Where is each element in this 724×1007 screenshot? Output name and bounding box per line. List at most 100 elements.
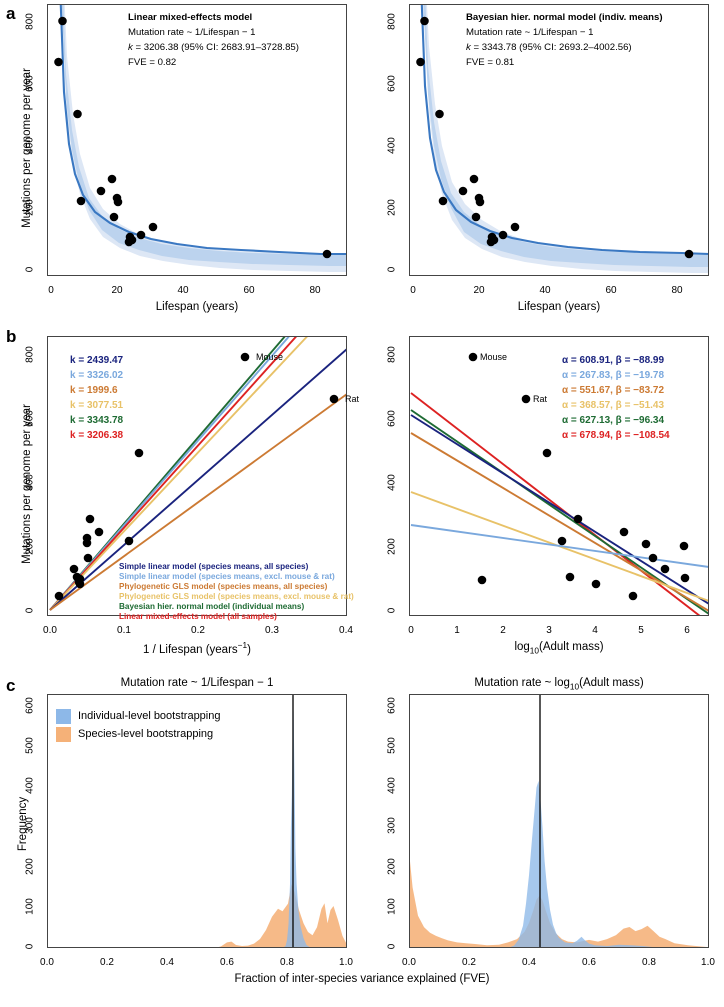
b-left-xtick-04: 0.4 [339,625,353,636]
fit-curve [420,4,709,256]
a-right-k-rest: = 3343.78 (95% CI: 2693.2–4002.56) [470,42,632,53]
b-right-ab-4: α = 627.13, β = −96.34 [562,415,665,426]
a-right-k-italic: k [466,42,471,53]
panel-a-left-plot [47,4,347,276]
a-left-xtick-40: 40 [177,285,189,296]
c-right-title-pre: Mutation rate ~ log [474,677,570,689]
line-red [49,336,298,611]
b-right-ab-0: α = 608.91, β = −88.99 [562,355,665,366]
b-left-k-1: k = 3326.02 [70,370,124,381]
b-left-point-label-mouse: Mouse [256,352,284,362]
c-left-xtick-04: 0.4 [160,957,174,968]
a-right-ytick-200: 200 [386,199,398,216]
c-legend-label-species: Species-level bootstrapping [78,728,214,740]
panel-a-right-plot [409,4,709,276]
panel-label-b: b [6,327,17,346]
b-left-k-3: k = 3077.51 [70,400,124,411]
b-right-xlabel-post: (Adult mass) [539,641,604,653]
c-left-ytick-400: 400 [24,777,36,794]
hist-species-level [409,851,709,948]
b-right-xtick-2: 2 [500,625,506,636]
line-green [410,409,709,615]
plot-frame [47,694,347,948]
b-left-xlabel-pre: 1 / Lifespan (years [143,643,238,656]
b-left-xtick-00: 0.0 [43,625,57,636]
b-right-ytick-400: 400 [386,474,398,491]
line-lightblue [410,524,709,568]
c-right-title-post: (Adult mass) [579,677,644,689]
b-left-legend-3: Phylogenetic GLS model (species means, e… [119,592,354,601]
b-right-ab-1: α = 267.83, β = −19.78 [562,370,665,381]
c-right-ytick-400: 400 [386,777,398,794]
b-left-legend-2: Phylogenetic GLS model (species means, a… [119,582,328,591]
c-legend-swatch-individual [56,709,71,724]
c-left-ytick-200: 200 [24,858,36,875]
b-right-xtick-1: 1 [454,625,460,636]
a-left-ytick-400: 400 [24,137,36,154]
c-right-ytick-500: 500 [386,737,398,754]
c-left-xtick-02: 0.2 [100,957,114,968]
b-right-ytick-200: 200 [386,538,398,555]
a-left-xtick-20: 20 [111,285,123,296]
b-right-xtick-3: 3 [546,625,552,636]
panel-b-left-svg [47,336,347,616]
c-left-ytick-300: 300 [24,817,36,834]
a-right-xtick-60: 60 [605,285,617,296]
b-left-ytick-0: 0 [24,607,36,614]
b-left-legend-5: Linear mixed-effects model (all samples) [119,612,277,621]
c-left-ytick-0: 0 [24,943,36,950]
c-right-title: Mutation rate ~ log10(Adult mass) [409,677,709,691]
b-left-xlabel: 1 / Lifespan (years−1) [47,641,347,656]
c-left-ytick-100: 100 [24,898,36,915]
panel-c-right-svg [409,694,709,948]
panel-b-right-svg [409,336,709,616]
a-left-model-title: Linear mixed-effects model [128,12,253,23]
c-right-ytick-300: 300 [386,817,398,834]
hist-individual-level [508,780,667,948]
b-left-ytick-200: 200 [24,538,36,555]
b-right-ytick-0: 0 [386,607,398,614]
plot-frame [409,336,709,616]
fit-curve [59,4,347,256]
c-right-ytick-0: 0 [386,943,398,950]
b-right-ab-3: α = 368.57, β = −51.43 [562,400,665,411]
a-left-formula: Mutation rate ~ 1/Lifespan − 1 [128,27,256,38]
line-navy [410,414,709,605]
hist-individual-level [282,702,311,948]
a-left-xtick-80: 80 [309,285,321,296]
c-right-xtick-06: 0.6 [582,957,596,968]
line-orange [410,432,709,612]
b-left-point-label-rat: Rat [345,394,360,404]
b-left-legend-4: Bayesian hier. normal model (individual … [119,602,305,611]
b-left-k-0: k = 2439.47 [70,355,124,366]
b-right-xlabel-pre: log [514,641,530,653]
c-right-xtick-08: 0.8 [642,957,656,968]
b-right-ab-2: α = 551.67, β = −83.72 [562,385,665,396]
c-right-ytick-600: 600 [386,697,398,714]
b-left-xlabel-sup: −1 [237,641,248,650]
a-left-k-line: k = 3206.38 (95% CI: 2683.91–3728.85) [128,42,299,53]
line-lightblue [49,336,291,611]
c-left-ytick-600: 600 [24,697,36,714]
a-left-fve-line: FVE = 0.82 [128,57,177,68]
b-right-xlabel: log10(Adult mass) [409,641,709,655]
plot-frame [409,4,709,276]
c-right-ytick-200: 200 [386,858,398,875]
b-right-ytick-600: 600 [386,410,398,427]
b-right-xlabel-sub: 10 [529,646,539,656]
plot-frame [47,4,347,276]
b-right-ytick-800: 800 [386,346,398,363]
line-lightorange [49,336,309,611]
a-left-k-italic: k [128,42,133,53]
b-left-xtick-02: 0.2 [191,625,205,636]
plot-frame [47,336,347,616]
a-right-xtick-40: 40 [539,285,551,296]
c-legend-label-individual: Individual-level bootstrapping [78,710,221,722]
b-left-ytick-600: 600 [24,410,36,427]
panel-c-left-svg [47,694,347,948]
c-right-xtick-02: 0.2 [462,957,476,968]
a-right-ytick-0: 0 [386,266,398,273]
b-left-ytick-400: 400 [24,474,36,491]
b-right-xtick-6: 6 [684,625,690,636]
c-left-xtick-10: 1.0 [339,957,353,968]
